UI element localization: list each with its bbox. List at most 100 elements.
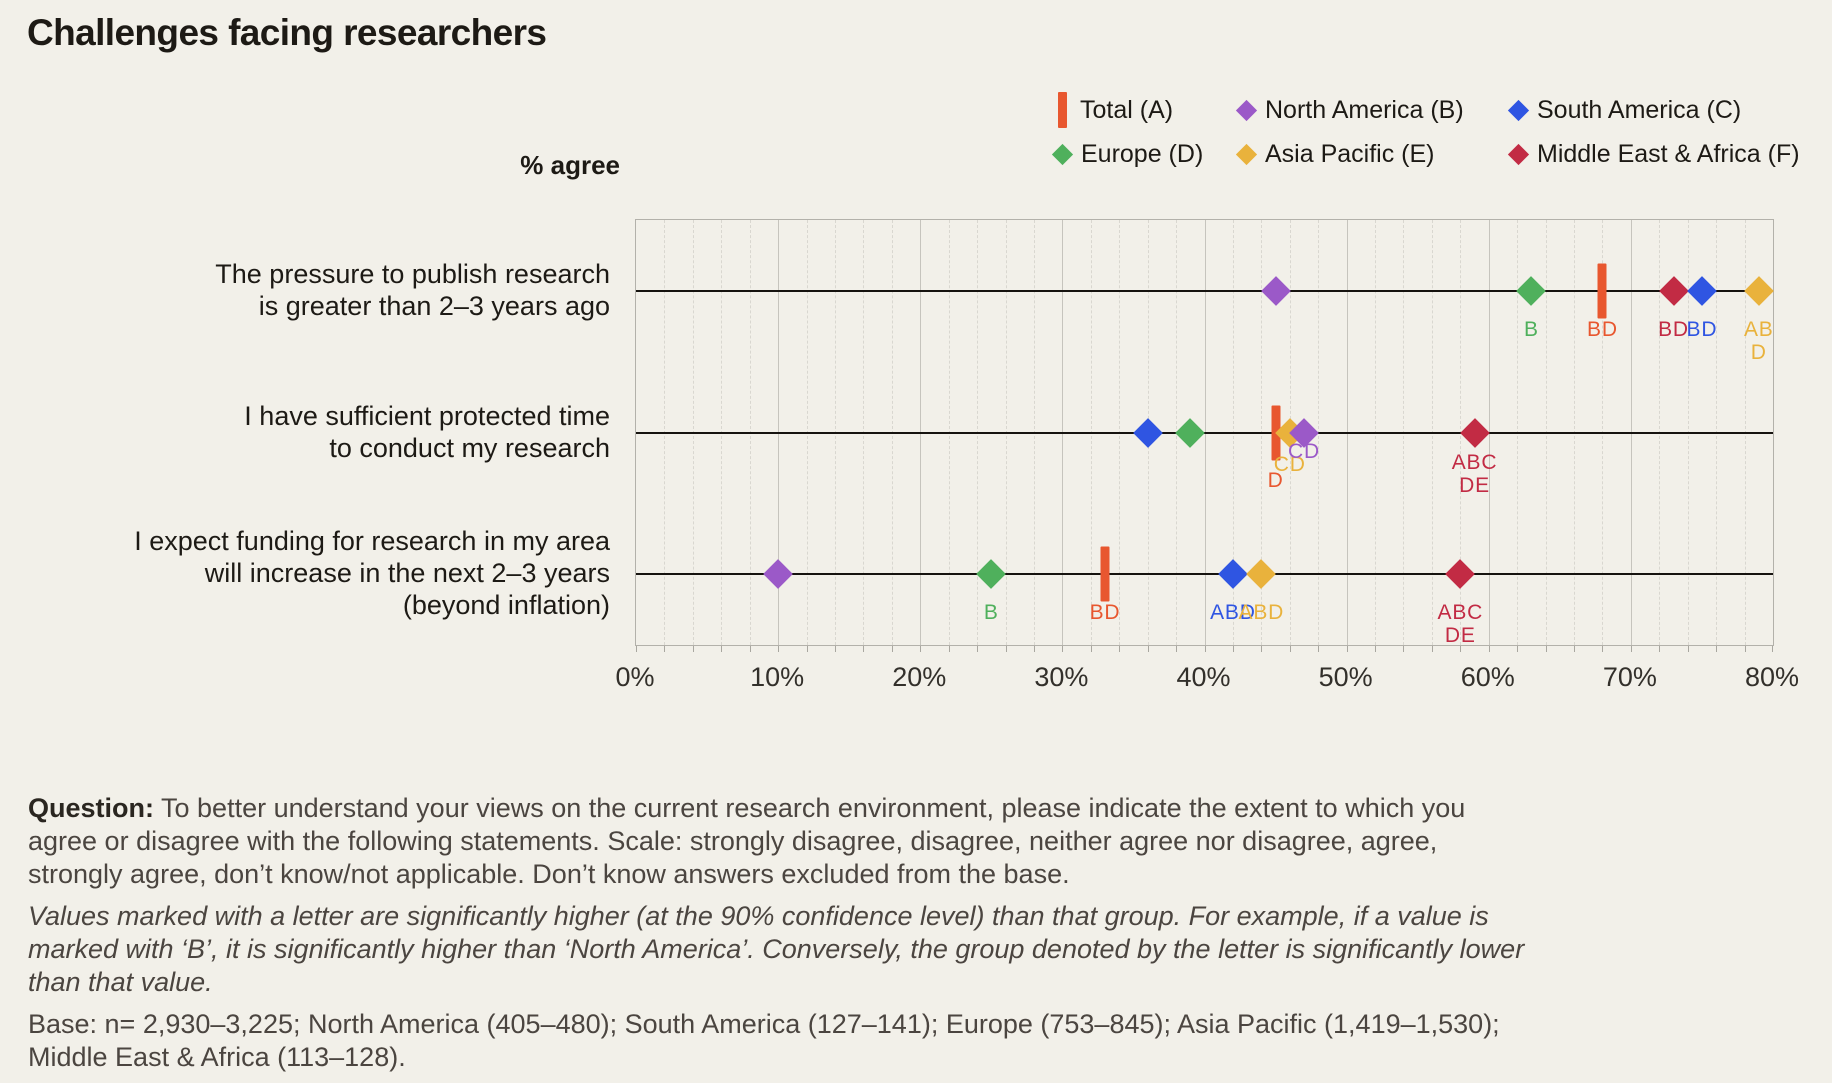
x-tick-label: 60% (1460, 662, 1515, 692)
footer-base-note: Base: n= 2,930–3,225; North America (405… (28, 1009, 1500, 1072)
axis-tick (1033, 646, 1035, 652)
marker-total (1100, 546, 1110, 602)
legend-item-south-america-c: South America (C) (1507, 92, 1800, 128)
sig-label: BD (1089, 601, 1121, 625)
axis-tick (1204, 646, 1206, 652)
marker-europe (1175, 417, 1206, 448)
sig-label: CD (1288, 439, 1320, 463)
sig-label: B (983, 601, 999, 625)
sig-label: BD (1587, 317, 1618, 341)
axis-tick (636, 646, 637, 652)
axis-tick (1545, 646, 1547, 652)
axis-tick (1574, 646, 1576, 652)
row-label-1: I have sufficient protected time to condu… (8, 400, 610, 464)
x-tick-label: 30% (1034, 662, 1089, 692)
legend-total-a-icon (1058, 92, 1067, 128)
marker-south-america (1132, 417, 1163, 448)
row-label-line: to conduct my research (329, 432, 610, 463)
axis-tick (721, 646, 723, 652)
axis-tick (1772, 646, 1773, 652)
axis-tick (806, 646, 808, 652)
footer-significance-note: Values marked with a letter are signific… (28, 901, 1525, 997)
sig-label: D (1267, 468, 1284, 492)
axis-tick (1261, 646, 1263, 652)
axis-tick (1232, 646, 1234, 652)
legend-item-total-a: Total (A) (1052, 92, 1236, 128)
axis-tick (1687, 646, 1689, 652)
legend-south-america-c-icon (1507, 99, 1530, 121)
x-tick-label: 40% (1176, 662, 1231, 692)
legend-middle-east-africa-f-icon (1507, 143, 1530, 166)
legend-item-label: Asia Pacific (E) (1265, 140, 1435, 168)
axis-tick (1659, 646, 1661, 652)
legend-item-europe-d: Europe (D) (1051, 140, 1236, 169)
x-tick-label: 0% (615, 662, 655, 692)
axis-tick (1119, 646, 1121, 652)
axis-tick (1147, 646, 1149, 652)
axis-tick (948, 646, 950, 652)
legend-item-label: North America (B) (1265, 95, 1464, 124)
marker-middle-east-africa (1445, 559, 1476, 590)
x-tick-label: 20% (892, 662, 947, 692)
axis-tick (1460, 646, 1462, 652)
marker-asia-pacific (1743, 275, 1774, 306)
x-tick-label: 50% (1318, 662, 1373, 692)
row-label-line: will increase in the next 2–3 years (204, 558, 610, 589)
legend-item-middle-east-africa-f: Middle East & Africa (F) (1507, 140, 1800, 169)
axis-tick (1289, 646, 1291, 652)
page-title: Challenges facing researchers (27, 12, 547, 53)
chart-plot: B BD BD BD AB D D CD CD ABC DE B BD ABD ABD ABC DE (635, 219, 1774, 652)
marker-north-america (1260, 275, 1291, 306)
sig-label: BD (1686, 317, 1718, 341)
axis-tick (977, 646, 979, 652)
legend-item-label: South America (C) (1537, 95, 1742, 124)
axis-tick (1602, 646, 1604, 652)
axis-tick (920, 646, 922, 652)
row-label-line: The pressure to publish research (215, 258, 610, 289)
marker-south-america (1218, 559, 1248, 590)
legend: Total (A) North America (B) South America … (1051, 92, 1800, 169)
row-line (636, 573, 1773, 576)
axis-tick (692, 646, 694, 652)
axis-tick (1630, 646, 1632, 652)
legend-item-label: Total (A) (1080, 95, 1174, 124)
sig-label: ABC DE (1451, 450, 1498, 497)
axis-tick (1375, 646, 1377, 652)
axis-tick (1517, 646, 1519, 652)
axis-tick (1744, 646, 1746, 652)
axis-tick (863, 646, 865, 652)
legend-north-america-b-icon (1235, 99, 1258, 121)
marker-europe (976, 559, 1007, 590)
legend-europe-d-icon (1051, 143, 1074, 166)
sig-label: B (1523, 317, 1539, 341)
row-label-2: I expect funding for research in my area… (8, 525, 610, 621)
axis-tick (1318, 646, 1320, 652)
legend-item-north-america-b: North America (B) (1235, 92, 1508, 128)
marker-north-america (763, 559, 793, 590)
axis-tick (1005, 646, 1007, 652)
axis-tick (1346, 646, 1348, 652)
marker-middle-east-africa (1658, 275, 1689, 306)
footer-question-label: Question: (28, 793, 154, 823)
axis-tick (1062, 646, 1064, 652)
legend-item-asia-pacific-e: Asia Pacific (E) (1235, 140, 1508, 169)
marker-total (1597, 263, 1607, 319)
axis-tick (1431, 646, 1433, 652)
percent-agree-axis-label: % agree (520, 150, 620, 180)
axis-tick (891, 646, 893, 652)
sig-label: BD (1658, 317, 1689, 341)
footer-question: Question: To better understand your view… (28, 792, 1536, 891)
sig-label: ABC DE (1437, 601, 1484, 648)
chart-footnotes: Question: To better understand your view… (28, 792, 1536, 1083)
axis-tick (1176, 646, 1178, 652)
axis-tick (1090, 646, 1092, 652)
axis-tick (834, 646, 836, 652)
legend-item-label: Middle East & Africa (F) (1537, 140, 1800, 168)
row-line (636, 289, 1773, 292)
sig-label: ABD (1238, 601, 1285, 625)
legend-item-label: Europe (D) (1081, 140, 1204, 168)
sig-label: ABD (1210, 601, 1256, 625)
marker-middle-east-africa (1459, 417, 1490, 448)
axis-tick (1488, 646, 1490, 652)
